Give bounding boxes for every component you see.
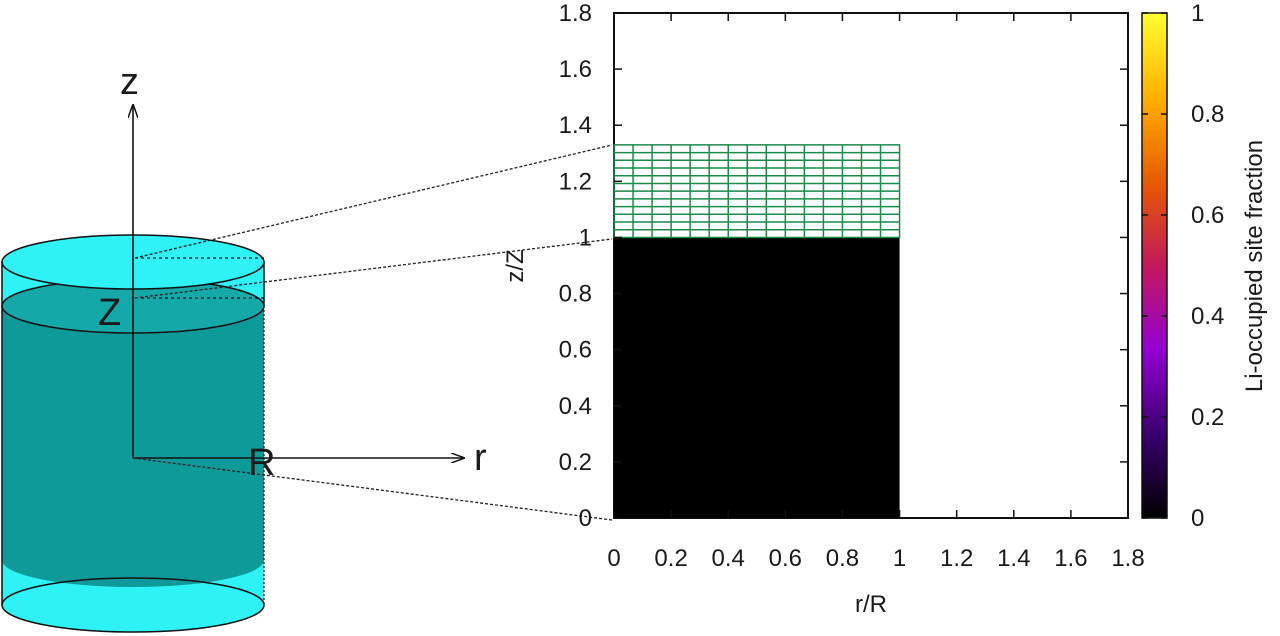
projection-line-mid (134, 238, 613, 299)
x-tick-label: 1.4 (997, 545, 1030, 572)
colorbar-tick-label: 0.6 (1191, 202, 1224, 229)
projection-line-bottom (132, 457, 613, 521)
x-axis-title: r/R (855, 591, 887, 618)
z-axis-label: z (120, 61, 139, 103)
x-tick-label: 1.6 (1054, 545, 1087, 572)
region-empty-grid-1 (613, 144, 901, 239)
x-tick-label: 1.8 (1111, 545, 1144, 572)
y-tick-label: 1 (579, 224, 592, 251)
x-tick-label: 0.8 (826, 545, 859, 572)
x-tick-label: 1 (893, 545, 906, 572)
colorbar-tick-label: 0.8 (1191, 101, 1224, 128)
cylinder-bottom-ellipse (1, 577, 265, 633)
heatmap-plot: 0 0.2 0.4 0.6 0.8 1 1.2 1.4 1.6 1.8 0 0.2 0.4 0.6 0.8… (502, 0, 1145, 618)
x-tick-label: 0.4 (712, 545, 745, 572)
colorbar-tick-label: 1 (1191, 0, 1204, 27)
r-axis-label: r (474, 437, 487, 479)
colorbar-gradient (1141, 12, 1168, 519)
y-tick-label: 1.2 (559, 168, 592, 195)
y-tick-label: 0.6 (559, 337, 592, 364)
y-tick-label: 0.8 (559, 281, 592, 308)
y-tick-label: 1.8 (559, 0, 592, 27)
y-tick-label: 0.2 (559, 449, 592, 476)
colorbar-tick-label: 0 (1191, 505, 1204, 532)
region-filled-0 (614, 237, 900, 518)
colorbar-tick-label: 0.4 (1191, 303, 1224, 330)
colorbar: 0 0.2 0.4 0.6 0.8 1 Li-occupied site fraction (1141, 0, 1268, 532)
x-tick-label: 0 (607, 545, 620, 572)
y-axis-title: z/Z (502, 249, 529, 282)
colorbar-title: Li-occupied site fraction (1241, 140, 1268, 392)
x-tick-label: 0.2 (654, 545, 687, 572)
y-tick-label: 0.4 (559, 393, 592, 420)
y-tick-label: 1.4 (559, 112, 592, 139)
radius-label: R (248, 442, 275, 484)
y-tick-label: 0 (579, 505, 592, 532)
x-tick-label: 1.2 (940, 545, 973, 572)
height-label: Z (98, 292, 121, 334)
colorbar-tick-label: 0.2 (1191, 404, 1224, 431)
cylinder-diagram: z r Z R (1, 61, 613, 633)
y-tick-label: 1.6 (559, 56, 592, 83)
projection-line-top (134, 144, 613, 259)
x-tick-label: 0.6 (769, 545, 802, 572)
